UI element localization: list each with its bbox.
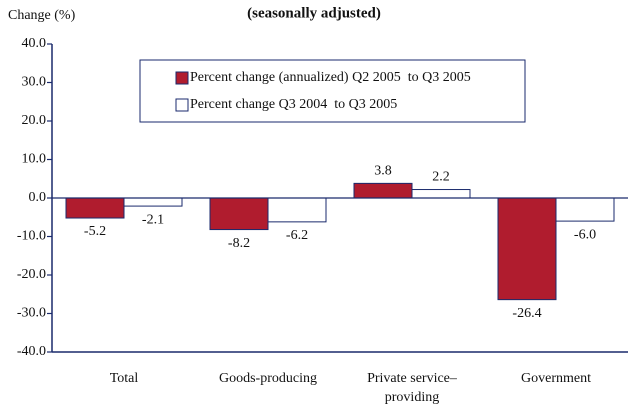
bar — [411, 189, 471, 199]
legend-box — [139, 59, 526, 123]
y-tick-label: -30.0 — [17, 306, 46, 321]
x-tick-label: Private service–providing — [367, 371, 457, 405]
data-label: -6.2 — [286, 228, 308, 243]
data-label: -5.2 — [84, 224, 106, 239]
x-tick-label: Goods-producing — [219, 371, 317, 386]
y-tick-label: -10.0 — [17, 229, 46, 244]
legend-swatch — [175, 71, 189, 85]
bar — [555, 197, 615, 222]
chart-subtitle: (seasonally adjusted) — [247, 5, 381, 21]
data-label: 3.8 — [374, 164, 392, 179]
y-tick-label: 0.0 — [29, 190, 47, 205]
legend-label: Percent change (annualized) Q2 2005 to Q… — [190, 70, 471, 85]
y-tick-label: 30.0 — [22, 75, 47, 90]
bar — [65, 197, 125, 219]
data-label: -6.0 — [574, 227, 596, 242]
bar — [123, 197, 183, 207]
data-label: -8.2 — [228, 236, 250, 251]
y-tick-label: 40.0 — [22, 36, 47, 51]
bar — [497, 197, 557, 301]
bar — [209, 197, 269, 231]
bar — [353, 182, 413, 199]
data-label: -26.4 — [512, 306, 541, 321]
y-tick-label: -20.0 — [17, 267, 46, 282]
legend-label: Percent change Q3 2004 to Q3 2005 — [190, 97, 397, 112]
bar — [267, 197, 327, 223]
y-tick-label: 20.0 — [22, 113, 47, 128]
y-tick-label: -40.0 — [17, 344, 46, 359]
legend-swatch — [175, 98, 189, 112]
x-tick-label: Government — [521, 371, 591, 386]
data-label: -2.1 — [142, 212, 164, 227]
y-tick-label: 10.0 — [22, 152, 47, 167]
x-tick-label: Total — [109, 371, 139, 386]
data-label: 2.2 — [432, 170, 450, 185]
y-axis-label: Change (%) — [8, 8, 76, 23]
